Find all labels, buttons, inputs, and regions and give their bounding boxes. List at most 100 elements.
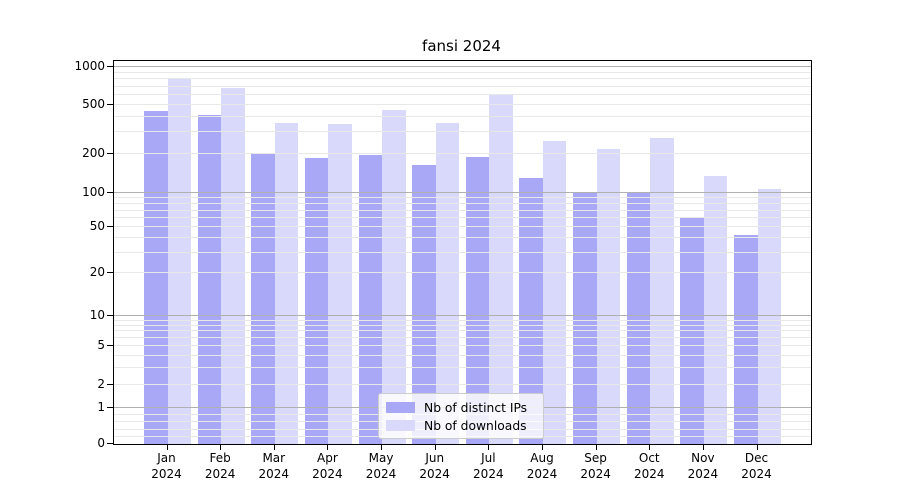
y-tick-mark [107,443,113,444]
gridline-minor [114,330,811,332]
gridline-minor [114,337,811,339]
gridline-minor [114,131,811,133]
gridline-minor [114,202,811,204]
chart-title: fansi 2024 [422,37,501,55]
x-tick-mark [220,445,222,450]
bar-distinct-ips [626,191,651,444]
bar-distinct-ips [734,234,758,444]
bar-downloads [382,110,406,444]
y-tick-label: 2 [97,377,105,391]
gridline-minor [114,115,811,117]
gridline-minor [114,251,811,253]
x-tick-label: Apr 2024 [312,451,343,481]
bar-downloads [596,148,621,444]
gridline-major [114,66,811,67]
gridline-minor [114,94,811,96]
x-tick-mark [488,445,490,450]
bar-downloads [435,122,460,444]
gridline-minor [114,78,811,80]
x-tick-mark [756,445,758,450]
x-tick-mark [595,445,597,450]
x-tick-label: Jun 2024 [419,451,450,481]
legend-label: Nb of downloads [424,418,527,433]
bar-distinct-ips [358,155,383,444]
bar-distinct-ips [251,152,275,444]
y-tick-label: 5 [97,338,105,352]
y-tick-mark [107,345,113,346]
bar-downloads [167,78,191,444]
y-tick-mark [107,66,113,67]
bar-downloads [542,141,567,444]
x-tick-mark [381,445,383,450]
gridline-minor [114,85,811,87]
y-tick-label: 1000 [74,59,105,73]
gridline-minor [114,217,811,219]
gridline-minor [114,319,811,321]
x-tick-mark [273,445,275,450]
bar-downloads [328,124,352,444]
bar-downloads [274,122,299,444]
gridline-minor [114,153,811,154]
y-tick-mark [107,192,113,193]
chart-legend: Nb of distinct IPs Nb of downloads [378,393,544,439]
legend-swatch-ips [386,402,415,413]
grid-layer [114,61,811,444]
gridline-minor [114,104,811,105]
x-tick-label: Aug 2024 [526,451,558,481]
gridline-minor [114,209,811,211]
bar-distinct-ips [304,158,329,444]
x-tick-mark [649,445,651,450]
gridline-minor [114,272,811,273]
bar-distinct-ips [412,164,436,444]
gridline-minor [114,226,811,227]
gridline-minor [114,345,811,346]
y-tick-mark [107,104,113,105]
y-tick-label: 100 [82,185,105,199]
gridline-minor [114,197,811,199]
legend-swatch-downloads [386,420,415,431]
x-tick-label: Dec 2024 [741,451,772,481]
y-tick-label: 200 [82,146,105,160]
gridline-minor [114,366,811,368]
gridline-major [114,315,811,316]
x-tick-mark [541,445,543,450]
y-tick-mark [107,153,113,154]
gridline-minor [114,354,811,356]
y-tick-label: 1 [97,400,105,414]
y-tick-mark [107,226,113,227]
x-tick-mark [702,445,704,450]
x-tick-mark [434,445,436,450]
legend-label: Nb of distinct IPs [424,400,528,415]
x-tick-mark [327,445,329,450]
bar-distinct-ips [573,193,597,444]
y-tick-mark [107,272,113,273]
x-tick-label: Mar 2024 [258,451,290,481]
bar-distinct-ips [465,156,490,444]
bar-distinct-ips [519,178,543,444]
y-tick-mark [107,384,113,385]
gridline-minor [114,237,811,239]
bar-distinct-ips [144,110,168,444]
gridline-minor [114,324,811,326]
gridline-minor [114,71,811,73]
y-tick-mark [107,315,113,316]
y-tick-label: 0 [97,436,105,450]
legend-item-downloads: Nb of downloads [386,417,536,434]
plot-area: Nb of distinct IPs Nb of downloads [113,60,812,445]
y-tick-mark [107,407,113,408]
gridline-minor [114,384,811,385]
x-tick-label: Oct 2024 [633,451,665,481]
bar-downloads [703,176,728,444]
legend-item-distinct-ips: Nb of distinct IPs [386,399,536,416]
x-tick-label: Jan 2024 [151,451,182,481]
x-tick-label: Feb 2024 [204,451,236,481]
x-tick-label: Nov 2024 [687,451,719,481]
y-tick-label: 20 [89,265,105,279]
bar-downloads [757,189,782,444]
x-tick-label: May 2024 [365,451,397,481]
x-tick-label: Sep 2024 [580,451,611,481]
x-tick-mark [166,445,168,450]
y-tick-label: 500 [82,97,105,111]
y-tick-label: 50 [89,219,105,233]
